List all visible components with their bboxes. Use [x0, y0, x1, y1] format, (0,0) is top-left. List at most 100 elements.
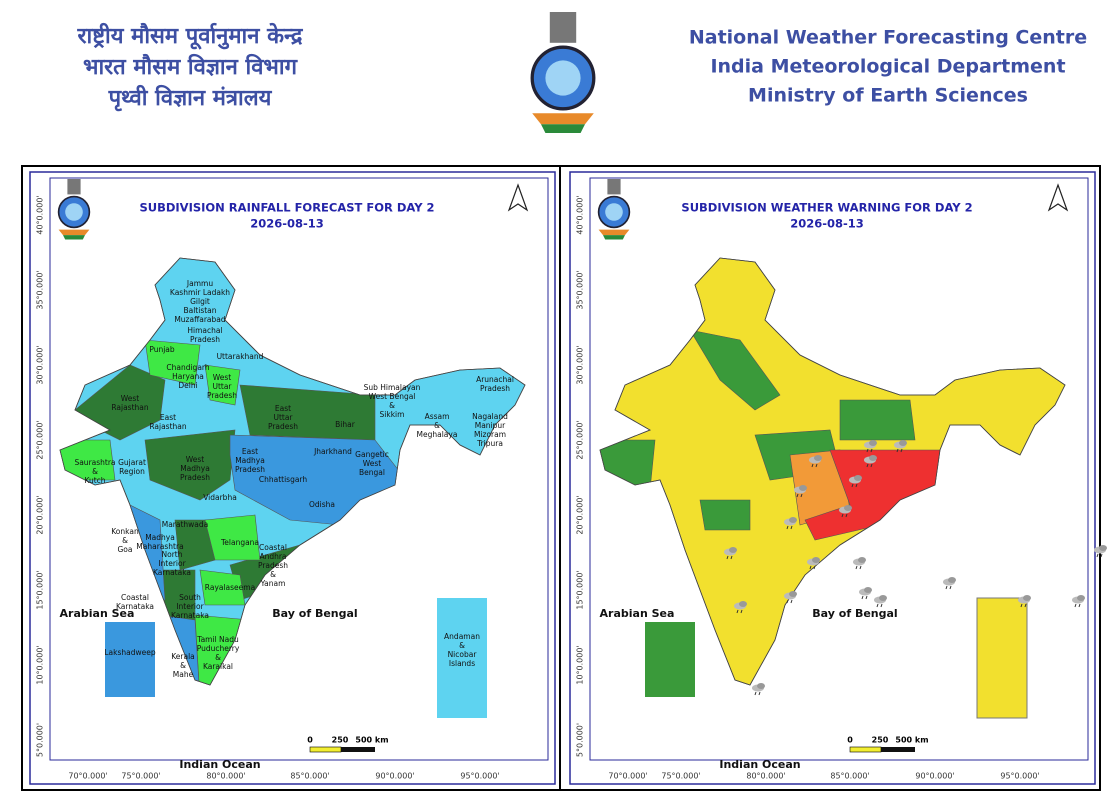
- region-label: Interior: [158, 559, 186, 568]
- region-label: Karnataka: [116, 602, 154, 611]
- scale-bar: [849, 746, 882, 753]
- map-title: SUBDIVISION RAINFALL FORECAST FOR DAY 2: [139, 201, 434, 215]
- island-box: [437, 598, 487, 718]
- region-label: Chhattisgarh: [259, 475, 308, 484]
- x-axis-label: 90°0.000': [375, 772, 414, 781]
- region-label: Jharkhand: [313, 447, 352, 456]
- sea-label: Indian Ocean: [719, 758, 800, 771]
- region-label: &: [122, 536, 128, 545]
- region-label: Muzaffarabad: [174, 315, 226, 324]
- y-axis-label: 35°0.000': [36, 270, 45, 309]
- region-label: Madhya: [235, 456, 265, 465]
- y-axis-label: 40°0.000': [576, 195, 585, 234]
- region-label: Sub Himalayan: [364, 383, 421, 392]
- map-panel: SUBDIVISION RAINFALL FORECAST FOR DAY 2 2…: [29, 171, 556, 785]
- region-label: Sikkim: [380, 410, 405, 419]
- region-label: Haryana: [172, 372, 204, 381]
- y-axis-label: 30°0.000': [36, 345, 45, 384]
- region-label: Nagaland: [472, 412, 508, 421]
- region-label: Vidarbha: [203, 493, 237, 502]
- hindi-line: भारत मौसम विज्ञान विभाग: [83, 53, 299, 80]
- y-axis-label: 15°0.000': [576, 570, 585, 609]
- region-label: Andhra: [259, 552, 286, 561]
- map-inner-frame: [49, 177, 549, 761]
- english-line: India Meteorological Department: [710, 56, 1065, 78]
- region-fill: [204, 514, 261, 561]
- sea-label: Bay of Bengal: [812, 607, 897, 620]
- region-label: Karnataka: [153, 568, 191, 577]
- region-label: Pradesh: [480, 384, 510, 393]
- sea-label: Bay of Bengal: [272, 607, 357, 620]
- region-fill: [144, 339, 201, 386]
- region-label: Kerala: [171, 652, 195, 661]
- region-label: Kashmir Ladakh: [170, 288, 230, 297]
- region-label: Nicobar: [448, 650, 478, 659]
- region-label: Bengal: [359, 468, 385, 477]
- hindi-line: पृथ्वी विज्ञान मंत्रालय: [108, 84, 273, 112]
- region-label: West: [186, 455, 204, 464]
- region-label: Odisha: [309, 500, 335, 509]
- region-label: Delhi: [178, 381, 197, 390]
- x-axis-label: 70°0.000': [608, 772, 647, 781]
- x-axis-label: 85°0.000': [290, 772, 329, 781]
- region-label: Arunachal: [476, 375, 514, 384]
- region-label: South: [179, 593, 201, 602]
- x-axis-label: 70°0.000': [68, 772, 107, 781]
- region-label: &: [180, 661, 186, 670]
- region-label: Marathwada: [162, 520, 209, 529]
- map-date: 2026-08-13: [250, 217, 324, 231]
- y-axis-label: 5°0.000': [36, 723, 45, 757]
- y-axis-label: 10°0.000': [576, 645, 585, 684]
- region-fill: [144, 429, 236, 501]
- region-label: &: [270, 570, 276, 579]
- scale-label: 500 km: [895, 736, 928, 745]
- region-label: Coastal: [259, 543, 287, 552]
- region-label: Yanam: [260, 579, 286, 588]
- y-axis-label: 10°0.000': [36, 645, 45, 684]
- scale-label: 250: [332, 736, 349, 745]
- region-label: Rayalaseema: [205, 583, 255, 592]
- english-line: Ministry of Earth Sciences: [748, 85, 1028, 107]
- x-axis-label: 80°0.000': [746, 772, 785, 781]
- region-label: Telangana: [220, 538, 259, 547]
- region-label: Puducherry: [197, 644, 240, 653]
- region-label: &: [215, 653, 221, 662]
- region-label: Madhya: [180, 464, 210, 473]
- region-label: Pradesh: [190, 335, 220, 344]
- region-label: West: [121, 394, 139, 403]
- scale-label: 0: [847, 736, 853, 745]
- island-box: [105, 622, 155, 697]
- scale-label: 500 km: [355, 736, 388, 745]
- region-label: Karnataka: [171, 611, 209, 620]
- scale-label: 0: [307, 736, 313, 745]
- map-date: 2026-08-13: [790, 217, 864, 231]
- region-label: Kutch: [84, 476, 105, 485]
- region-label: Madhya: [145, 533, 175, 542]
- sea-label: Arabian Sea: [600, 607, 675, 620]
- scale-label: 250: [872, 736, 889, 745]
- region-label: Tamil Nadu: [196, 635, 239, 644]
- island-box: [976, 597, 1028, 719]
- region-label: North: [162, 550, 183, 559]
- island-box: [645, 622, 695, 697]
- region-label: East: [242, 447, 258, 456]
- region-label: Interior: [176, 602, 204, 611]
- region-label: Coastal: [121, 593, 149, 602]
- region-fill: [60, 439, 116, 481]
- emblem: [530, 10, 596, 135]
- hindi-line: राष्ट्रीय मौसम पूर्वानुमान केन्द्र: [77, 22, 304, 50]
- region-label: East: [160, 413, 176, 422]
- region-fill: [839, 399, 916, 441]
- y-axis-label: 20°0.000': [36, 495, 45, 534]
- region-label: East: [275, 404, 291, 413]
- region-label: Bihar: [335, 420, 356, 429]
- region-label: Maharashtra: [136, 542, 183, 551]
- region-label: Andaman: [444, 632, 480, 641]
- map-inner-frame: [589, 177, 1089, 761]
- region-label: Uttar: [273, 413, 293, 422]
- map-panel: SUBDIVISION WEATHER WARNING FOR DAY 2 202…: [569, 171, 1108, 785]
- region-label: Konkan: [111, 527, 139, 536]
- x-axis-label: 80°0.000': [206, 772, 245, 781]
